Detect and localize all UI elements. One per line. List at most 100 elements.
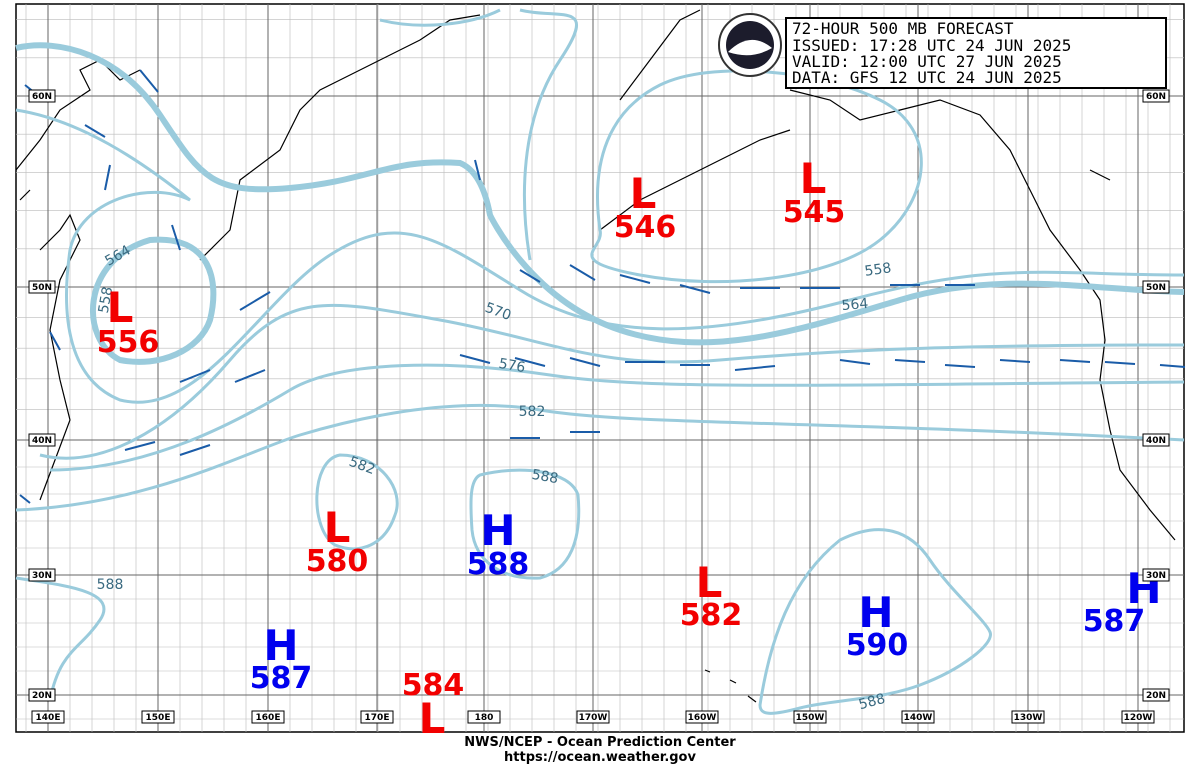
coastline <box>15 9 1176 541</box>
geo-label-box <box>1142 280 1170 294</box>
geo-label-box <box>685 710 719 724</box>
geo-label: 60N <box>1146 92 1166 102</box>
geo-label: 140W <box>904 713 933 723</box>
geo-label: 50N <box>32 283 52 293</box>
contour-label: 558 <box>864 260 893 280</box>
contour-line <box>315 453 399 551</box>
geo-label: 60N <box>32 92 52 102</box>
center-value: 588 <box>467 547 530 582</box>
geo-label-box <box>901 710 935 724</box>
center-symbol: L <box>696 558 723 607</box>
header-line: DATA: GFS 12 UTC 24 JUN 2025 <box>792 68 1062 87</box>
contour-line <box>15 403 1185 512</box>
geo-label: 150W <box>796 713 825 723</box>
geo-label-box <box>31 710 65 724</box>
contour-line <box>49 363 1185 472</box>
geo-label: 170E <box>365 713 390 723</box>
barb <box>19 69 1186 504</box>
geo-labels: 60N 60N 50N 50N 40N 40N 30N 30N 20N 20N 140E 150E 16… <box>28 89 1170 724</box>
header-frame <box>785 17 1167 89</box>
wind-barbs <box>19 69 1186 504</box>
center-symbol: L <box>630 169 657 218</box>
geo-label-box <box>576 710 610 724</box>
contour-line <box>39 303 1185 460</box>
geo-label: 140E <box>36 713 61 723</box>
geo-label: 170W <box>579 713 608 723</box>
geo-label: 20N <box>32 691 52 701</box>
center-value: 546 <box>614 210 677 245</box>
geo-label-box <box>793 710 827 724</box>
contour-line <box>15 108 1185 404</box>
geo-label-box <box>28 89 56 103</box>
contours <box>15 8 1185 715</box>
geo-label-box <box>28 568 56 582</box>
contour-line <box>590 69 923 284</box>
center-value: 587 <box>250 661 313 696</box>
footer-line: NWS/NCEP - Ocean Prediction Center <box>464 735 736 750</box>
geo-label-box <box>1142 688 1170 702</box>
geo-label: 150E <box>146 713 171 723</box>
geo-label-box <box>1142 433 1170 447</box>
geo-label: 180 <box>475 713 494 723</box>
center-value: 545 <box>783 195 846 230</box>
geo-label-box <box>360 710 394 724</box>
contour-label: 588 <box>97 577 124 593</box>
center-value: 580 <box>306 544 369 579</box>
geo-label: 50N <box>1146 283 1166 293</box>
geo-label-box <box>1011 710 1045 724</box>
center-symbol: L <box>107 283 134 332</box>
contour-label: 576 <box>497 356 526 376</box>
contour-line <box>379 8 579 261</box>
geo-label-box <box>28 280 56 294</box>
geo-label-box <box>1142 568 1170 582</box>
geo-label: 30N <box>1146 571 1166 581</box>
hawaii <box>704 669 757 703</box>
geo-label: 130W <box>1014 713 1043 723</box>
center-value: 590 <box>846 628 909 663</box>
footer-line: https://ocean.weather.gov <box>504 750 696 764</box>
contour-label: 588 <box>857 691 887 713</box>
geo-label: 120W <box>1124 713 1153 723</box>
geo-label: 160E <box>256 713 281 723</box>
geo-label-box <box>1142 89 1170 103</box>
center-symbol: H <box>858 588 893 637</box>
center-value: 587 <box>1083 604 1146 639</box>
center-symbol: H <box>263 621 298 670</box>
geo-label-box <box>251 710 285 724</box>
contour-line <box>15 42 1185 346</box>
geo-label: 30N <box>32 571 52 581</box>
contour-label: 582 <box>519 404 546 420</box>
contour-line <box>90 236 217 365</box>
center-symbol: L <box>324 503 351 552</box>
center-symbol: L <box>419 694 446 743</box>
geo-label-box <box>141 710 175 724</box>
geo-label: 160W <box>688 713 717 723</box>
center-value: 582 <box>680 598 743 633</box>
center-symbol: H <box>480 506 515 555</box>
coastlines <box>15 9 1176 703</box>
contour-line <box>469 468 581 580</box>
contour-line <box>758 528 992 715</box>
logo-bird <box>728 39 772 56</box>
geo-label-box <box>467 710 501 724</box>
geo-label-box <box>28 688 56 702</box>
contour-label: 558 <box>96 285 116 314</box>
geo-label: 20N <box>1146 691 1166 701</box>
header-line: VALID: 12:00 UTC 27 JUN 2025 <box>792 52 1062 71</box>
center-symbol: L <box>800 154 827 203</box>
contour-label: 588 <box>530 467 559 487</box>
geo-label-box <box>28 433 56 447</box>
header-box: 72-HOUR 500 MB FORECAST ISSUED: 17:28 UT… <box>785 17 1167 89</box>
center-value: 584 <box>402 668 465 703</box>
center-value: 556 <box>97 325 160 360</box>
noaa-logo <box>718 13 782 77</box>
header-line: 72-HOUR 500 MB FORECAST <box>792 19 1014 38</box>
contour-line <box>15 576 106 701</box>
header-line: ISSUED: 17:28 UTC 24 JUN 2025 <box>792 36 1071 55</box>
geo-label: 40N <box>32 436 52 446</box>
geo-label-box <box>1121 710 1155 724</box>
geo-label: 40N <box>1146 436 1166 446</box>
